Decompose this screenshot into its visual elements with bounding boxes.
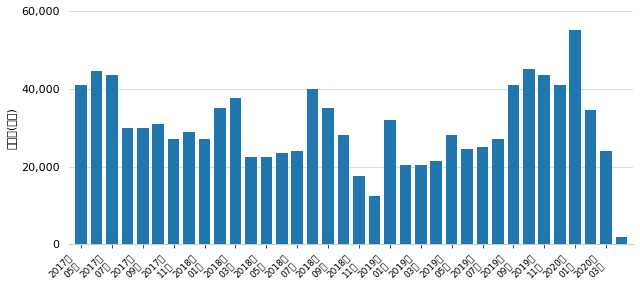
Bar [260, 157, 272, 244]
Bar [230, 98, 241, 244]
Bar [122, 128, 133, 244]
Bar [600, 151, 612, 244]
Bar [384, 120, 396, 244]
Bar [570, 30, 581, 244]
Bar [523, 69, 534, 244]
Bar [276, 153, 287, 244]
Bar [554, 85, 566, 244]
Bar [538, 75, 550, 244]
Bar [168, 139, 179, 244]
Bar [616, 237, 627, 244]
Bar [245, 157, 257, 244]
Bar [353, 176, 365, 244]
Bar [338, 136, 349, 244]
Bar [492, 139, 504, 244]
Bar [477, 147, 488, 244]
Bar [461, 149, 473, 244]
Bar [106, 75, 118, 244]
Bar [183, 131, 195, 244]
Bar [399, 165, 411, 244]
Bar [585, 110, 596, 244]
Bar [137, 128, 148, 244]
Bar [430, 161, 442, 244]
Bar [508, 85, 519, 244]
Bar [76, 85, 87, 244]
Bar [214, 108, 226, 244]
Bar [369, 196, 380, 244]
Bar [323, 108, 334, 244]
Bar [199, 139, 211, 244]
Bar [415, 165, 426, 244]
Bar [291, 151, 303, 244]
Bar [307, 89, 319, 244]
Bar [446, 136, 458, 244]
Bar [91, 71, 102, 244]
Y-axis label: 거래량(건수): 거래량(건수) [7, 107, 17, 148]
Bar [152, 124, 164, 244]
